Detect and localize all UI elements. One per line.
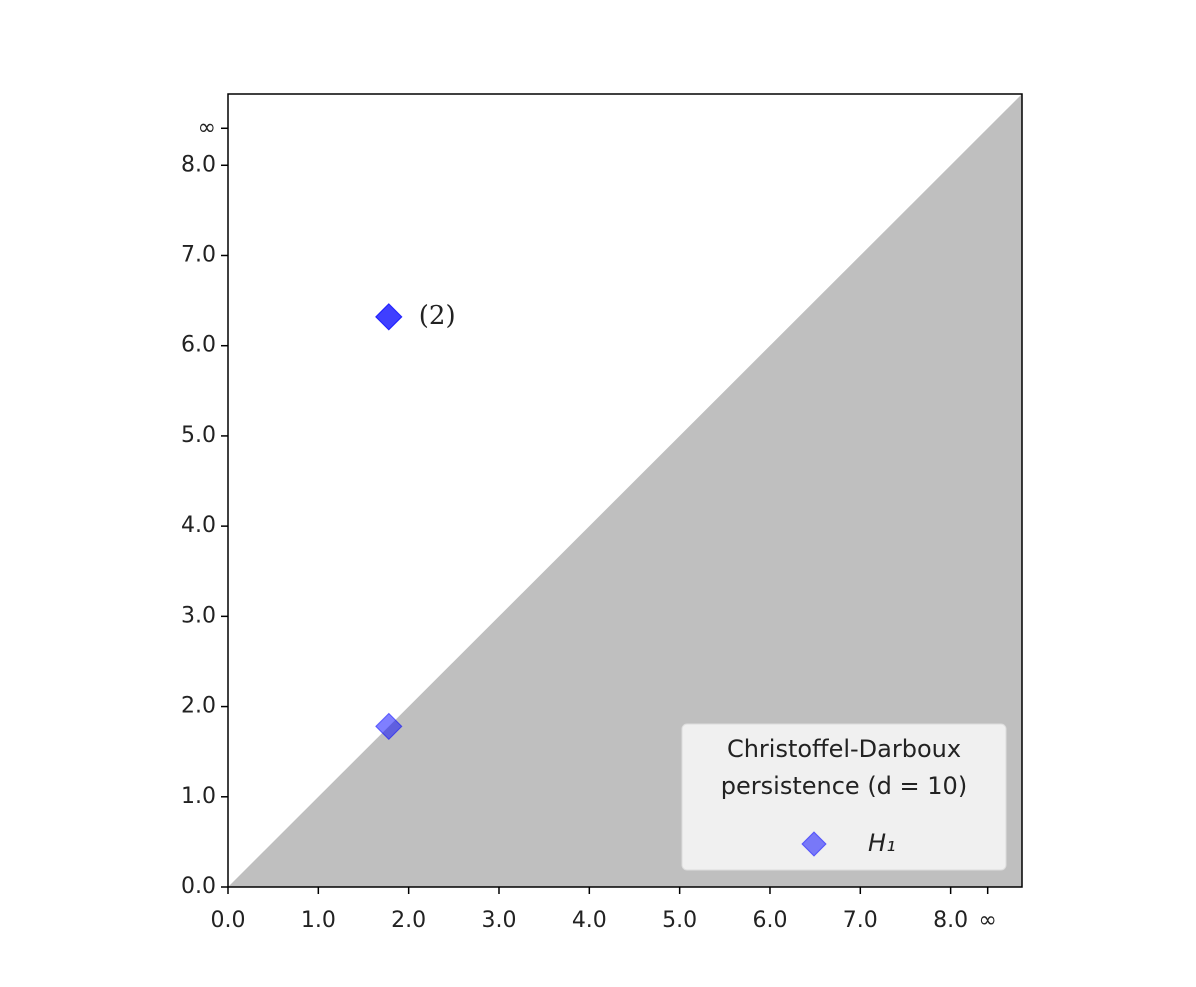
x-tick-label: 6.0: [752, 908, 787, 933]
y-tick-label: 4.0: [181, 513, 216, 538]
plot-frame: [227, 93, 1023, 888]
x-tick-label: 0.0: [211, 908, 246, 933]
legend-title: Christoffel-Darboux: [727, 735, 961, 763]
y-tick-label: ∞: [198, 115, 216, 140]
point: [375, 303, 403, 331]
diagonal-region: [228, 94, 1022, 887]
y-tick-label: 5.0: [181, 423, 216, 448]
y-tick-label: 6.0: [181, 333, 216, 358]
y-tick-label: 8.0: [181, 152, 216, 177]
legend-label: H₁: [868, 829, 896, 857]
x-tick-label: 2.0: [391, 908, 426, 933]
y-tick-label: 1.0: [181, 784, 216, 809]
x-tick-label: 1.0: [301, 908, 336, 933]
x-tick-label: ∞: [979, 908, 997, 933]
legend-title: persistence (d = 10): [721, 772, 967, 800]
point: [375, 712, 403, 741]
x-tick-label: 4.0: [572, 908, 607, 933]
y-tick-label: 7.0: [181, 242, 216, 267]
annotation: (2): [419, 301, 456, 331]
x-tick-label: 7.0: [843, 908, 878, 933]
legend-marker: [801, 831, 827, 857]
legend-box: [681, 723, 1007, 871]
y-tick-label: 3.0: [181, 603, 216, 628]
y-tick-label: 2.0: [181, 694, 216, 719]
x-tick-label: 3.0: [481, 908, 516, 933]
x-tick-label: 8.0: [933, 908, 968, 933]
x-tick-label: 5.0: [662, 908, 697, 933]
y-tick-label: 0.0: [181, 874, 216, 899]
